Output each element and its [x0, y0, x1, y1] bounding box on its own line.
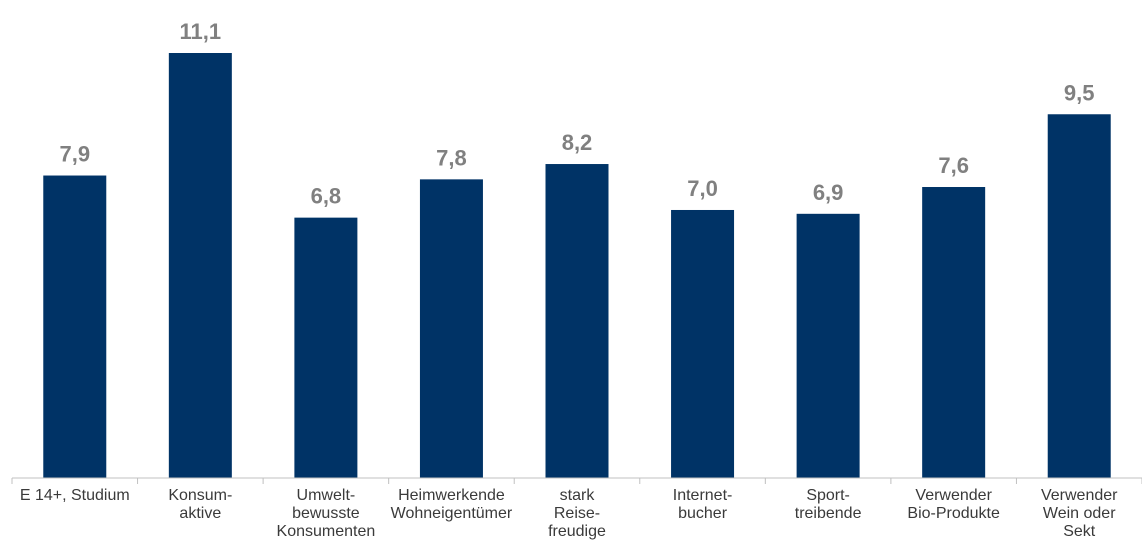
bar: [545, 164, 609, 478]
bar-value-label: 6,8: [311, 184, 342, 209]
bar-value-label: 7,0: [687, 176, 718, 201]
category-label-line: Reise-: [554, 505, 600, 522]
category-label-line: bewusste: [292, 505, 360, 522]
category-label: E 14+, Studium: [20, 487, 130, 504]
category-labels-group: E 14+, Studium Konsum-aktive Umwelt-bewuss…: [20, 487, 1118, 540]
category-label: Heimwerkende Wohneigentümer: [391, 487, 513, 522]
category-label-line: Verwender: [915, 487, 992, 504]
category-label-line: Internet-: [673, 487, 733, 504]
category-label-line: Verwender: [1041, 487, 1118, 504]
value-labels-group: 7,9 11,1 6,8 7,8 8,2 7,0 6,9 7,6 9,5: [59, 19, 1094, 209]
category-label-line: Heimwerkende: [398, 487, 505, 504]
category-label-line: Konsumenten: [277, 523, 376, 540]
category-label-line: E 14+, Studium: [20, 487, 130, 504]
bar-value-label: 8,2: [562, 130, 593, 155]
bar: [43, 175, 107, 478]
bar-value-label: 6,9: [813, 180, 844, 205]
category-label-line: Konsum-: [168, 487, 232, 504]
bar-value-label: 11,1: [180, 19, 222, 44]
bar-value-label: 7,6: [938, 153, 969, 178]
bar: [419, 179, 483, 478]
category-label-line: aktive: [179, 505, 221, 522]
category-label-line: Wein oder: [1043, 505, 1116, 522]
bar: [1047, 114, 1111, 478]
category-label-line: stark: [560, 487, 596, 504]
category-label-line: Sekt: [1063, 523, 1096, 540]
category-label: Umwelt-bewusste Konsumenten: [277, 487, 376, 540]
x-axis-ticks: [11, 478, 1142, 484]
bar: [796, 213, 860, 479]
category-label-line: Bio-Produkte: [907, 505, 1000, 522]
bar: [671, 209, 735, 478]
category-label-line: Umwelt-: [297, 487, 356, 504]
bar: [294, 217, 358, 478]
bar: [168, 53, 232, 478]
category-label: Verwender Wein oder Sekt: [1041, 487, 1118, 540]
category-label: Konsum-aktive: [168, 487, 232, 522]
bar: [922, 187, 986, 478]
category-label: Verwender Bio-Produkte: [907, 487, 1000, 522]
category-label: Sport-treibende: [795, 487, 862, 522]
category-label: stark Reise-freudige: [548, 487, 606, 540]
category-label-line: bucher: [678, 505, 728, 522]
bar-value-label: 7,8: [436, 145, 467, 170]
bar-value-label: 7,9: [59, 142, 90, 167]
category-label-line: freudige: [548, 523, 606, 540]
category-label-line: Sport-: [806, 487, 850, 504]
category-label: Internet-bucher: [673, 487, 733, 522]
category-label-line: Wohneigentümer: [391, 505, 513, 522]
category-label-line: treibende: [795, 505, 862, 522]
bars-group: [43, 53, 1111, 479]
bar-value-label: 9,5: [1064, 80, 1095, 105]
